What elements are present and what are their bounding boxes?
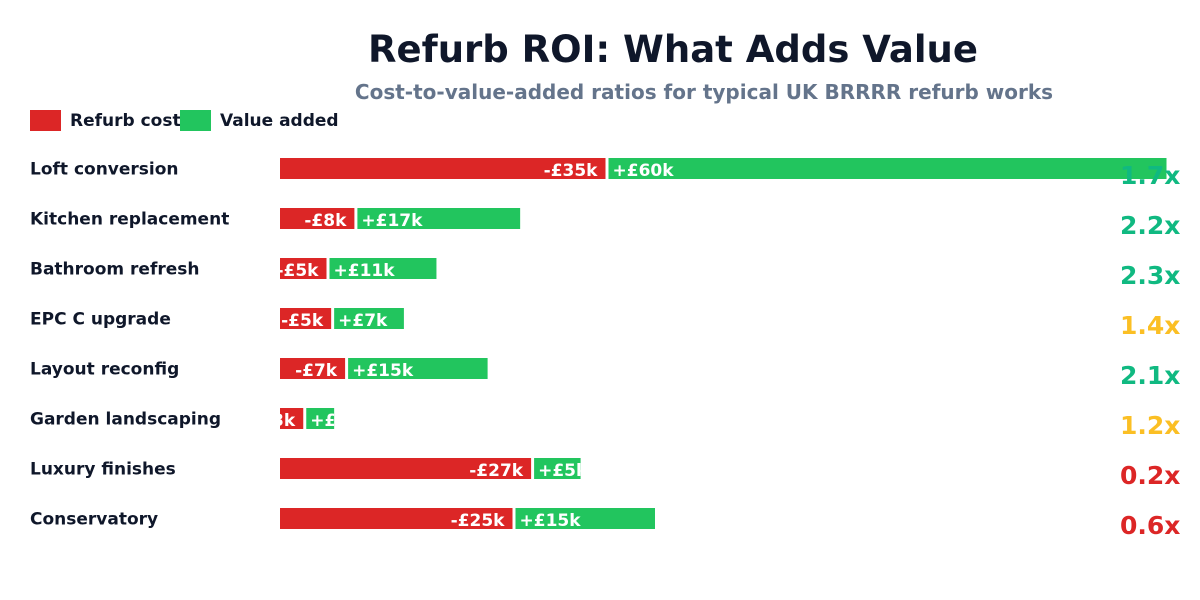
ratio-label-loft-conversion: 1.7x <box>1120 161 1180 190</box>
value-bar-loft-conversion <box>608 158 1167 179</box>
legend-label-refurb-cost: Refurb cost <box>70 111 181 131</box>
cost-bar-kitchen-replacement <box>280 208 355 229</box>
cost-bar-garden-landscaping <box>280 408 304 429</box>
cost-bar-epc-c-upgrade <box>280 308 332 329</box>
value-bar-kitchen-replacement <box>357 208 521 229</box>
category-label-loft-conversion: Loft conversion <box>30 160 179 180</box>
value-bar-label-luxury-finishes: +£5k <box>538 461 588 481</box>
ratio-label-garden-landscaping: 1.2x <box>1120 411 1180 440</box>
category-label-layout-reconfig: Layout reconfig <box>30 360 179 380</box>
cost-bar-label-kitchen-replacement: -£8k <box>304 211 347 231</box>
value-bar-label-kitchen-replacement: +£17k <box>361 211 423 231</box>
cost-bar-label-luxury-finishes: -£27k <box>469 461 524 481</box>
legend-label-value-added: Value added <box>220 111 339 131</box>
cost-bar-bathroom-refresh <box>280 258 327 279</box>
ratio-label-luxury-finishes: 0.2x <box>1120 461 1180 490</box>
cost-bar-label-conservatory: -£25k <box>451 511 506 531</box>
value-bar-label-bathroom-refresh: +£11k <box>334 261 396 281</box>
cost-bar-label-epc-c-upgrade: -£5k <box>281 311 324 331</box>
cost-bar-label-bathroom-refresh: -£5k <box>276 261 319 281</box>
ratio-label-bathroom-refresh: 2.3x <box>1120 261 1180 290</box>
ratio-label-layout-reconfig: 2.1x <box>1120 361 1180 390</box>
category-label-epc-c-upgrade: EPC C upgrade <box>30 310 171 330</box>
cost-bar-loft-conversion <box>280 158 606 179</box>
legend-swatch-refurb-cost <box>30 110 61 131</box>
cost-bar-layout-reconfig <box>280 358 346 379</box>
ratio-label-kitchen-replacement: 2.2x <box>1120 211 1180 240</box>
value-bar-conservatory <box>515 508 655 529</box>
category-label-garden-landscaping: Garden landscaping <box>30 410 221 430</box>
value-bar-garden-landscaping <box>306 408 335 429</box>
ratio-label-epc-c-upgrade: 1.4x <box>1120 311 1180 340</box>
legend-swatch-value-added <box>180 110 211 131</box>
value-bar-label-conservatory: +£15k <box>520 511 582 531</box>
category-label-conservatory: Conservatory <box>30 510 158 530</box>
value-bar-layout-reconfig <box>348 358 488 379</box>
value-bar-epc-c-upgrade <box>334 308 404 329</box>
value-bar-luxury-finishes <box>534 458 581 479</box>
category-label-luxury-finishes: Luxury finishes <box>30 460 176 480</box>
cost-bar-luxury-finishes <box>280 458 532 479</box>
cost-bar-conservatory <box>280 508 513 529</box>
value-bar-bathroom-refresh <box>329 258 437 279</box>
value-bar-label-loft-conversion: +£60k <box>613 161 675 181</box>
chart-title: Refurb ROI: What Adds Value <box>368 28 978 71</box>
ratio-label-conservatory: 0.6x <box>1120 511 1180 540</box>
cost-bar-label-loft-conversion: -£35k <box>544 161 599 181</box>
category-label-kitchen-replacement: Kitchen replacement <box>30 210 229 230</box>
value-bar-label-epc-c-upgrade: +£7k <box>338 311 388 331</box>
value-bar-label-layout-reconfig: +£15k <box>352 361 414 381</box>
category-label-bathroom-refresh: Bathroom refresh <box>30 260 199 280</box>
cost-bar-label-garden-landscaping: -£3k <box>253 411 296 431</box>
chart-subtitle: Cost-to-value-added ratios for typical U… <box>354 80 1054 104</box>
value-bar-label-garden-landscaping: +£3k <box>310 411 360 431</box>
cost-bar-label-layout-reconfig: -£7k <box>295 361 338 381</box>
